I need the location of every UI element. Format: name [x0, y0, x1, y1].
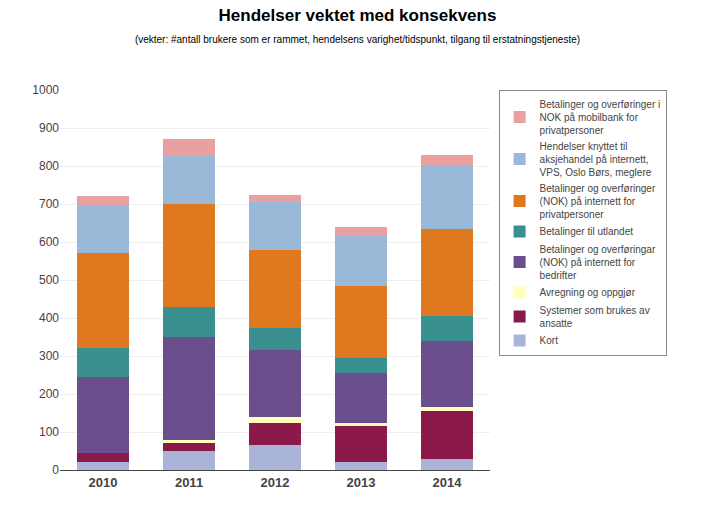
svg-text:100: 100 — [39, 425, 59, 439]
svg-text:1000: 1000 — [32, 83, 59, 97]
svg-text:2014: 2014 — [433, 475, 463, 490]
svg-text:Systemer som brukes avansatte: Systemer som brukes avansatte — [540, 305, 650, 329]
svg-text:300: 300 — [39, 349, 59, 363]
svg-text:400: 400 — [39, 311, 59, 325]
svg-text:900: 900 — [39, 121, 59, 135]
svg-text:Betalinger til utlandet: Betalinger til utlandet — [540, 226, 634, 237]
svg-text:Betalinger og overføringar(NOK: Betalinger og overføringar(NOK) på inter… — [540, 244, 656, 281]
svg-text:2011: 2011 — [175, 475, 203, 490]
svg-text:2012: 2012 — [261, 475, 290, 490]
svg-text:Hendelser knyttet tilaksjehand: Hendelser knyttet tilaksjehandel på inte… — [540, 141, 652, 178]
svg-text:800: 800 — [39, 159, 59, 173]
svg-text:2010: 2010 — [89, 475, 118, 490]
svg-text:200: 200 — [39, 387, 59, 401]
svg-text:600: 600 — [39, 235, 59, 249]
svg-text:Kort: Kort — [540, 335, 559, 346]
svg-text:Betalinger og overføringer iNO: Betalinger og overføringer iNOK på mobil… — [540, 99, 661, 136]
svg-text:700: 700 — [39, 197, 59, 211]
svg-text:2013: 2013 — [347, 475, 376, 490]
svg-text:Betalinger og overføringer(NOK: Betalinger og overføringer(NOK) på inter… — [540, 183, 656, 220]
svg-text:Avregning og oppgjør: Avregning og oppgjør — [540, 287, 636, 298]
svg-text:Hendelser vektet med konsekven: Hendelser vektet med konsekvens(vekter: … — [135, 6, 580, 45]
svg-text:500: 500 — [39, 273, 59, 287]
svg-text:0: 0 — [52, 463, 59, 477]
